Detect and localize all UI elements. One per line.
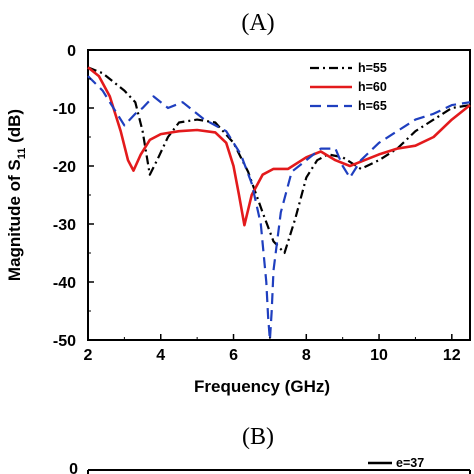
series-line-h-60 [87, 66, 471, 227]
x-axis-label: Frequency (GHz) [194, 377, 330, 396]
series-line-h-65 [87, 75, 471, 342]
series-layer [87, 66, 471, 342]
x-tick-label: 12 [443, 347, 461, 364]
x-tick-label: 6 [229, 347, 238, 364]
panel-b-title: (B) [242, 424, 274, 450]
panel-b-legend-label: e=37 [396, 456, 424, 470]
legend-label: h=65 [358, 99, 387, 113]
y-axis-label-main: Magnitude of S [5, 159, 24, 281]
x-tick-label: 4 [156, 347, 165, 364]
y-tick-label: -50 [53, 333, 76, 350]
y-tick-label: -20 [53, 159, 76, 176]
y-axis-label-subscript: 11 [16, 148, 28, 160]
y-tick-label: -30 [53, 217, 76, 234]
legend-label: h=60 [358, 80, 387, 94]
plot-frame [87, 49, 471, 341]
y-tick-label: -40 [53, 275, 76, 292]
x-tick-label: 2 [84, 347, 93, 364]
y-axis-label: Magnitude of S11 (dB) [5, 109, 28, 281]
panel-b-ytick-0: 0 [69, 461, 78, 474]
x-tick-label: 10 [370, 347, 388, 364]
legend-label: h=55 [358, 61, 387, 75]
series-line-h-55 [87, 66, 471, 255]
x-tick-label: 8 [302, 347, 311, 364]
legend: h=55 h=60 h=65 [310, 61, 387, 113]
x-tick-layer: 2 4 6 8 10 12 [84, 334, 461, 364]
y-tick-label: 0 [67, 43, 76, 60]
y-tick-label: -10 [53, 101, 76, 118]
y-axis-label-unit: (dB) [5, 109, 24, 148]
y-tick-layer: 0 -10 -20 -30 -40 -50 [53, 43, 94, 350]
panel-a-title: (A) [241, 10, 274, 36]
